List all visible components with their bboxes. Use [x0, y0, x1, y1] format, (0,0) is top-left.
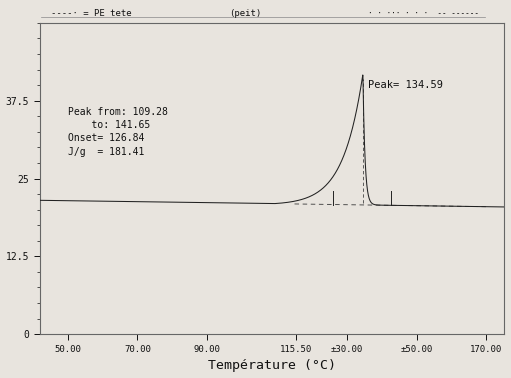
Text: Peak= 134.59: Peak= 134.59 — [368, 80, 443, 90]
Text: (peit): (peit) — [229, 9, 262, 19]
Text: Peak from: 109.28
    to: 141.65
Onset= 126.84
J/g  = 181.41: Peak from: 109.28 to: 141.65 Onset= 126.… — [67, 107, 168, 156]
X-axis label: Température (°C): Température (°C) — [208, 359, 336, 372]
Text: ----· = PE tete: ----· = PE tete — [51, 9, 132, 19]
Text: · · ··· · · ·  -- ------: · · ··· · · · -- ------ — [368, 9, 479, 19]
